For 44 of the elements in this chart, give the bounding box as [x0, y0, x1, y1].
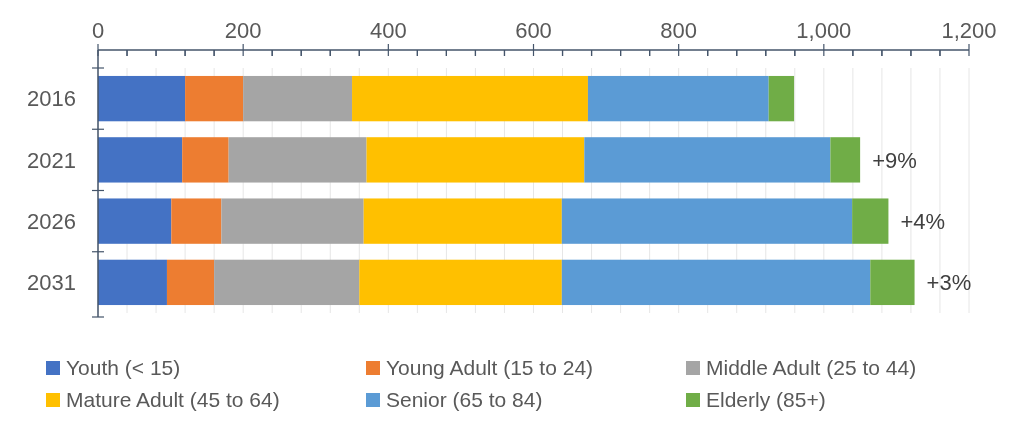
- legend-label: Elderly (85+): [706, 388, 826, 412]
- bar: [171, 198, 222, 244]
- bar: [98, 137, 183, 183]
- bar: [584, 137, 831, 183]
- x-tick-label: 200: [224, 18, 262, 43]
- bar: [830, 137, 861, 183]
- bar: [366, 137, 585, 183]
- bar: [352, 75, 588, 122]
- x-tick-label: 1,000: [796, 18, 852, 43]
- legend-label: Senior (65 to 84): [386, 388, 543, 412]
- bar: [166, 259, 215, 306]
- bar: [228, 137, 367, 183]
- bar: [98, 259, 167, 306]
- bar: [359, 259, 562, 306]
- legend-label: Young Adult (15 to 24): [386, 356, 594, 380]
- y-tick-label: 2031: [27, 270, 76, 296]
- x-tick-label: 0: [91, 18, 105, 43]
- y-tick-label: 2016: [27, 86, 76, 112]
- bar: [363, 198, 562, 244]
- bar: [587, 75, 769, 122]
- legend-label: Youth (< 15): [66, 356, 181, 380]
- legend-label: Mature Adult (45 to 64): [66, 388, 280, 412]
- bar: [768, 75, 795, 122]
- y-tick-label: 2026: [27, 208, 76, 234]
- annotation: +4%: [900, 208, 946, 234]
- legend-label: Middle Adult (25 to 44): [706, 356, 917, 380]
- x-tick-label: 600: [515, 18, 552, 43]
- x-tick-label: 1,200: [941, 18, 997, 43]
- y-tick-label: 2021: [27, 147, 76, 173]
- bar: [243, 75, 353, 122]
- x-tick-label: 400: [369, 18, 407, 43]
- bar: [870, 259, 915, 306]
- bar: [214, 259, 360, 306]
- x-tick-label: 800: [660, 18, 698, 43]
- bar: [221, 198, 364, 244]
- annotation: +9%: [872, 147, 917, 173]
- bar: [185, 75, 244, 122]
- bar: [852, 198, 889, 244]
- bar: [182, 137, 229, 183]
- bar: [98, 75, 186, 122]
- annotation: +3%: [926, 270, 972, 296]
- bar: [98, 198, 172, 244]
- bar: [561, 259, 871, 306]
- bar: [561, 198, 853, 244]
